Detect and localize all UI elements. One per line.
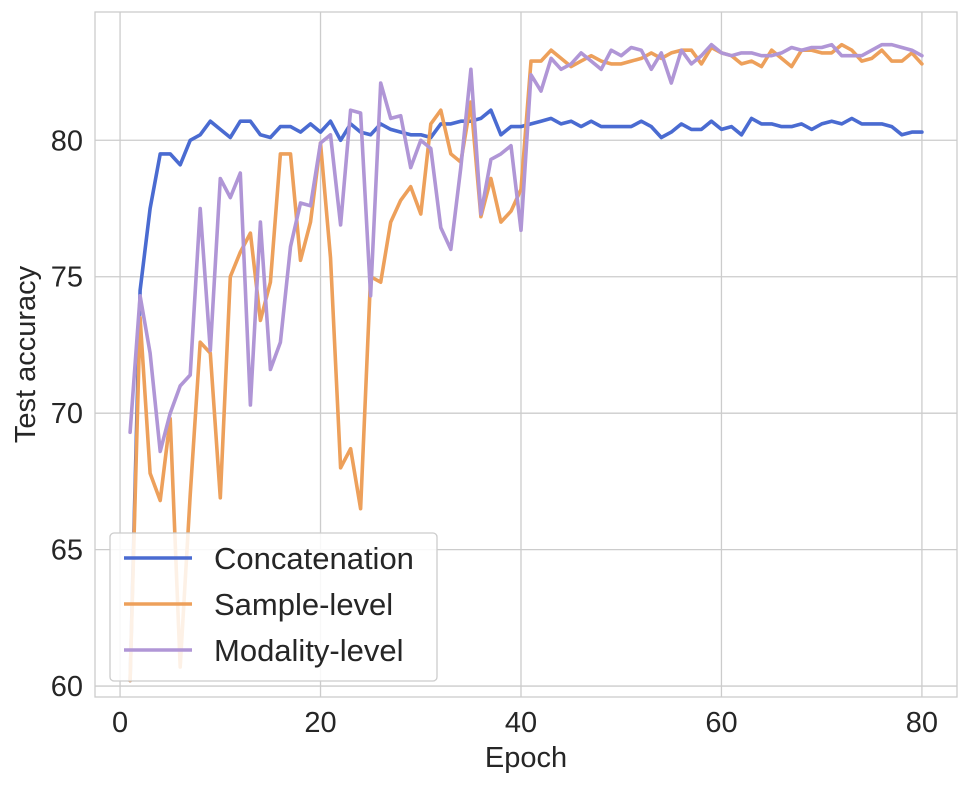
- x-axis-ticks: 0 20 40 60 80: [112, 707, 938, 739]
- y-tick-label: 65: [51, 535, 83, 567]
- y-tick-label: 70: [51, 398, 83, 430]
- x-axis-label: Epoch: [485, 742, 567, 774]
- legend-box: [109, 532, 438, 682]
- y-axis-ticks: 60 65 70 75 80: [51, 125, 83, 703]
- x-tick-label: 60: [705, 707, 737, 739]
- y-tick-label: 75: [51, 262, 83, 294]
- legend-label: Sample-level: [214, 587, 393, 622]
- x-tick-label: 0: [112, 707, 128, 739]
- plot-frame: [94, 11, 958, 698]
- legend-label: Modality-level: [214, 633, 404, 668]
- x-tick-label: 80: [906, 707, 938, 739]
- y-tick-label: 60: [51, 671, 83, 703]
- x-tick-label: 20: [304, 707, 336, 739]
- legend: Concatenation Sample-level Modality-level: [109, 532, 438, 682]
- series-line-modality-level: [128, 42, 924, 454]
- legend-label: Concatenation: [214, 541, 414, 576]
- x-tick-label: 40: [505, 707, 537, 739]
- series-layer: [128, 42, 924, 683]
- y-axis-label: Test accuracy: [10, 265, 42, 443]
- y-tick-label: 80: [51, 125, 83, 157]
